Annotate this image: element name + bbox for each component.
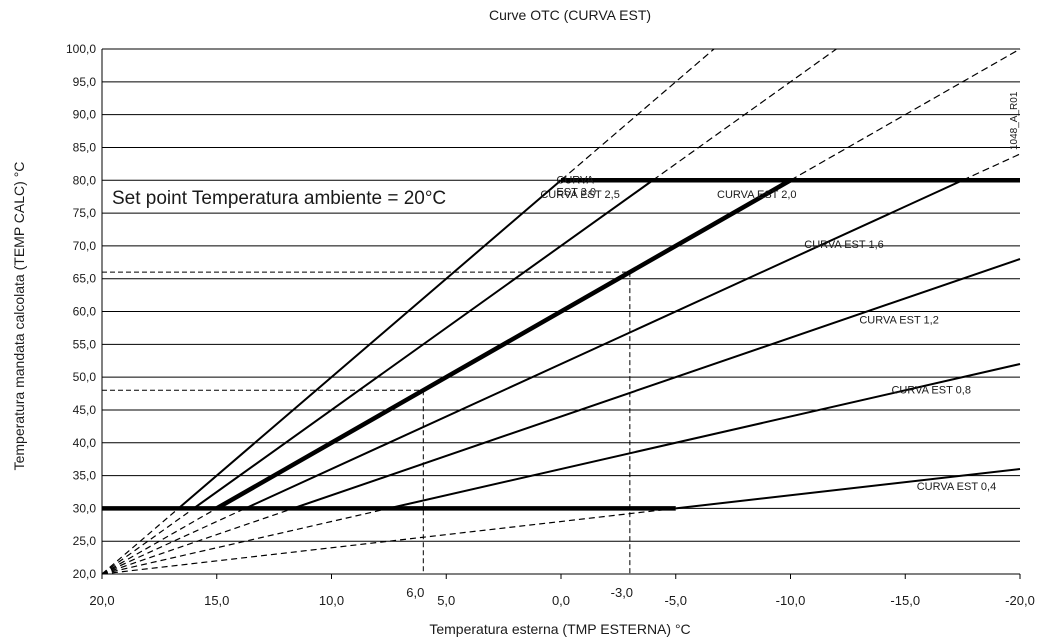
y-tick-label: 20,0: [73, 567, 97, 581]
reference-x-label: -3,0: [611, 585, 633, 600]
series-labels: CURVA EST 0,4 CURVA EST 0,8 CURVA EST 1,2 C…: [540, 175, 996, 493]
y-tick-label: 65,0: [73, 272, 97, 286]
series-dashed-low: [101, 507, 195, 575]
x-tick-label: 15,0: [204, 593, 229, 608]
y-tick-label: 80,0: [73, 173, 97, 187]
series-dashed-low: [101, 507, 246, 575]
x-tick-label: 10,0: [319, 593, 344, 608]
y-tick-label: 75,0: [73, 206, 97, 220]
series-dashed-high: [652, 48, 837, 181]
chart-title: Curve OTC (CURVA EST): [489, 7, 651, 23]
reference-x-label: 6,0: [406, 585, 424, 600]
y-tick-label: 50,0: [73, 370, 97, 384]
x-tick-label: -5,0: [665, 593, 687, 608]
series-label: CURVA EST 1,2: [859, 314, 938, 326]
y-tick-label: 45,0: [73, 403, 97, 417]
series-dashed-high: [560, 48, 715, 181]
y-tick-label: 30,0: [73, 501, 97, 515]
above-max-dashed-curves: [560, 48, 1021, 181]
y-tick-label: 70,0: [73, 239, 97, 253]
series-line: [177, 179, 562, 510]
x-axis-ticks: 20,0 15,0 10,0 5,0 0,0 -5,0 -10,0 -15,0 -20,0: [89, 574, 1035, 608]
series-line: [193, 179, 654, 510]
x-axis-label: Temperatura esterna (TMP ESTERNA) °C: [429, 621, 690, 637]
series-label: CURVA EST 0,8: [891, 385, 970, 397]
y-tick-label: 95,0: [73, 75, 97, 89]
x-tick-label: 5,0: [437, 593, 455, 608]
setpoint-annotation: Set point Temperatura ambiente = 20°C: [112, 188, 446, 209]
x-tick-label: 20,0: [89, 593, 114, 608]
series-line: [245, 179, 964, 510]
y-tick-label: 60,0: [73, 305, 97, 319]
x-tick-label: -15,0: [890, 593, 920, 608]
series-line: [675, 468, 1021, 510]
series-lines: [102, 178, 1021, 511]
series-dashed-low: [101, 507, 294, 575]
series-label: CURVA EST 0,4: [917, 481, 996, 493]
y-tick-label: 100,0: [66, 42, 96, 56]
figure-code: 1048_A_R01: [1009, 91, 1020, 150]
series-line: [215, 178, 792, 511]
series-label: CURVA EST 2,5: [540, 189, 619, 201]
below-min-dashed-curves: [101, 507, 676, 575]
reference-lines: 6,0 -3,0: [102, 271, 633, 600]
series-dashed-low: [101, 507, 218, 575]
series-label: CURVA EST 1,6: [804, 239, 883, 251]
series-label: CURVA: [556, 175, 594, 187]
x-tick-label: -10,0: [776, 593, 806, 608]
y-axis-ticks: 20,0 25,0 30,0 35,0 40,0 45,0 50,0 55,0 60,0 65,0…: [66, 42, 96, 581]
series-line: [388, 363, 1021, 510]
y-tick-label: 85,0: [73, 140, 97, 154]
y-tick-label: 55,0: [73, 337, 97, 351]
series-dashed-low: [101, 507, 676, 575]
y-tick-label: 40,0: [73, 436, 97, 450]
series-dashed-low: [101, 507, 390, 575]
series-label: EST 3,0: [556, 187, 596, 199]
series-label: CURVA EST 2,0: [717, 189, 796, 201]
series-dashed-high: [790, 48, 1021, 181]
y-tick-label: 90,0: [73, 108, 97, 122]
y-tick-label: 25,0: [73, 534, 97, 548]
x-tick-label: 0,0: [552, 593, 570, 608]
series-dashed-high: [962, 153, 1021, 181]
series-line: [292, 258, 1021, 510]
series-dashed-low: [101, 507, 179, 575]
x-tick-label: -20,0: [1005, 593, 1035, 608]
y-tick-label: 35,0: [73, 469, 97, 483]
y-axis-label: Temperatura mandata calcolata (TEMP CALC…: [11, 162, 27, 471]
